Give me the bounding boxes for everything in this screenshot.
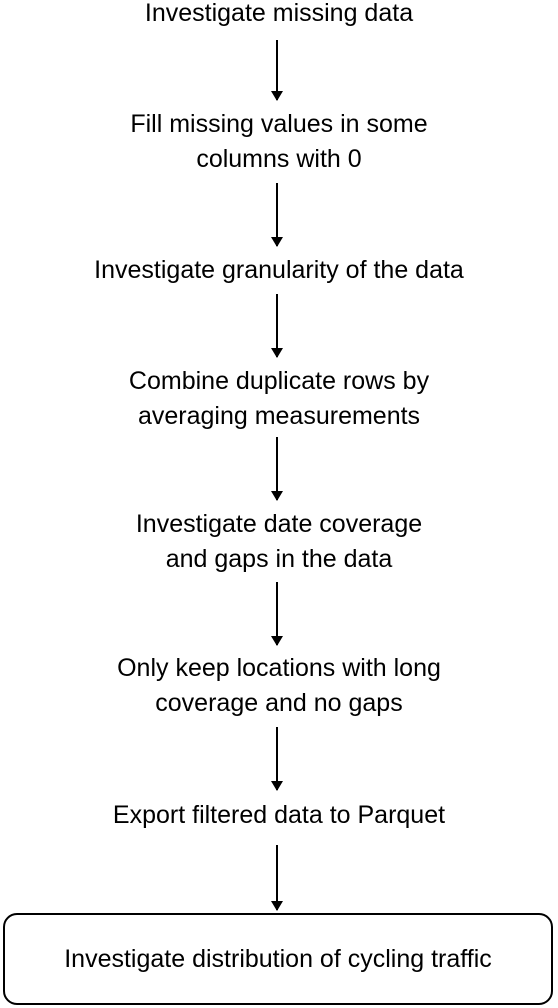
final-step-text: Investigate distribution of cycling traf… [64, 944, 492, 973]
step-export-to-parquet: Export filtered data to Parquet [0, 798, 558, 833]
step-combine-duplicate-rows: Combine duplicate rows by averaging meas… [0, 364, 558, 434]
step-text: columns with 0 [196, 145, 362, 173]
step-text: Only keep locations with long [117, 654, 441, 682]
final-step-box: Investigate distribution of cycling traf… [3, 913, 553, 1005]
step-text: and gaps in the data [165, 545, 393, 573]
step-text: Investigate granularity of the data [94, 256, 464, 284]
step-text: averaging measurements [137, 402, 421, 430]
step-text: Fill missing values in some [130, 110, 428, 138]
step-text: Export filtered data to Parquet [112, 801, 446, 829]
step-keep-long-coverage-locations: Only keep locations with long coverage a… [0, 651, 558, 721]
step-investigate-granularity: Investigate granularity of the data [0, 253, 558, 288]
step-fill-missing-values: Fill missing values in some columns with… [0, 107, 558, 177]
step-text: Combine duplicate rows by [128, 367, 430, 395]
step-text: coverage and no gaps [155, 689, 403, 717]
step-investigate-date-coverage: Investigate date coverage and gaps in th… [0, 507, 558, 577]
step-investigate-missing-data: Investigate missing data [0, 0, 558, 31]
step-text: Investigate missing data [144, 0, 414, 27]
step-text: Investigate date coverage [135, 510, 423, 538]
